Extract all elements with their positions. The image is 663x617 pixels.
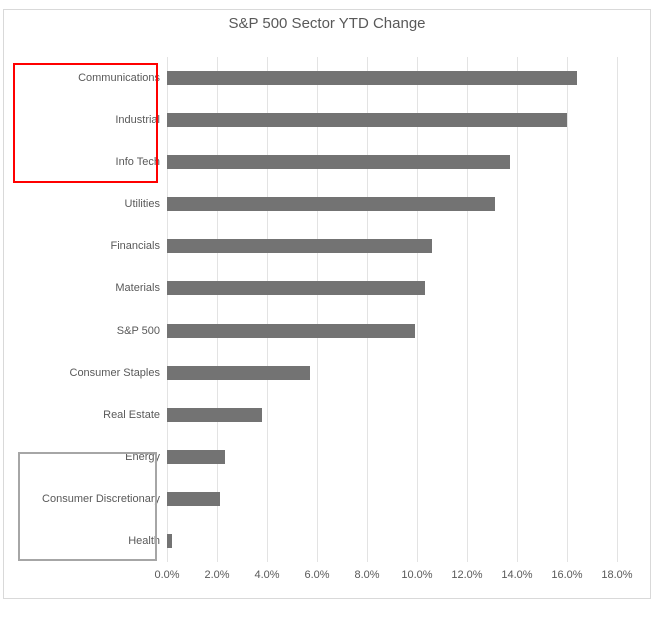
x-tick-label: 18.0%: [601, 569, 633, 581]
gridline: [467, 57, 468, 562]
gridline: [417, 57, 418, 562]
gridline: [517, 57, 518, 562]
category-label: Financials: [110, 240, 160, 253]
gridline: [617, 57, 618, 562]
bar-s-p-500: [167, 323, 415, 338]
bar-energy: [167, 449, 225, 464]
x-tick-label: 2.0%: [204, 569, 230, 581]
category-label: Consumer Discretionary: [42, 492, 160, 505]
x-tick-label: 6.0%: [304, 569, 330, 581]
chart-title: S&P 500 Sector YTD Change: [228, 15, 426, 32]
gridline: [217, 57, 218, 562]
category-label: Materials: [115, 282, 160, 295]
bar-info-tech: [167, 155, 510, 170]
x-tick-label: 14.0%: [501, 569, 533, 581]
bar-financials: [167, 239, 432, 254]
category-label: Consumer Staples: [69, 366, 161, 379]
red-annotation-box: [13, 63, 158, 183]
bar-consumer-discretionary: [167, 491, 220, 506]
bar-communications: [167, 71, 577, 86]
category-label: Health: [128, 534, 160, 547]
category-label: Utilities: [124, 198, 160, 211]
x-tick-label: 8.0%: [354, 569, 380, 581]
category-label: Info Tech: [115, 156, 160, 169]
gridline: [567, 57, 568, 562]
bar-industrial: [167, 113, 567, 128]
gray-annotation-box: [18, 452, 157, 561]
x-tick-label: 10.0%: [401, 569, 433, 581]
bar-real-estate: [167, 407, 262, 422]
category-label: Industrial: [115, 114, 160, 127]
category-label: Real Estate: [103, 408, 160, 421]
x-tick-label: 0.0%: [154, 569, 180, 581]
gridline: [367, 57, 368, 562]
gridline: [317, 57, 318, 562]
bar-utilities: [167, 197, 495, 212]
bar-materials: [167, 281, 425, 296]
gridline: [267, 57, 268, 562]
x-tick-label: 4.0%: [254, 569, 280, 581]
category-label: S&P 500: [116, 324, 160, 337]
gridline: [167, 57, 168, 562]
x-tick-label: 16.0%: [551, 569, 583, 581]
bar-health: [167, 533, 172, 548]
bar-consumer-staples: [167, 365, 310, 380]
category-label: Communications: [78, 72, 160, 85]
x-tick-label: 12.0%: [451, 569, 483, 581]
chart-frame: [3, 9, 651, 599]
